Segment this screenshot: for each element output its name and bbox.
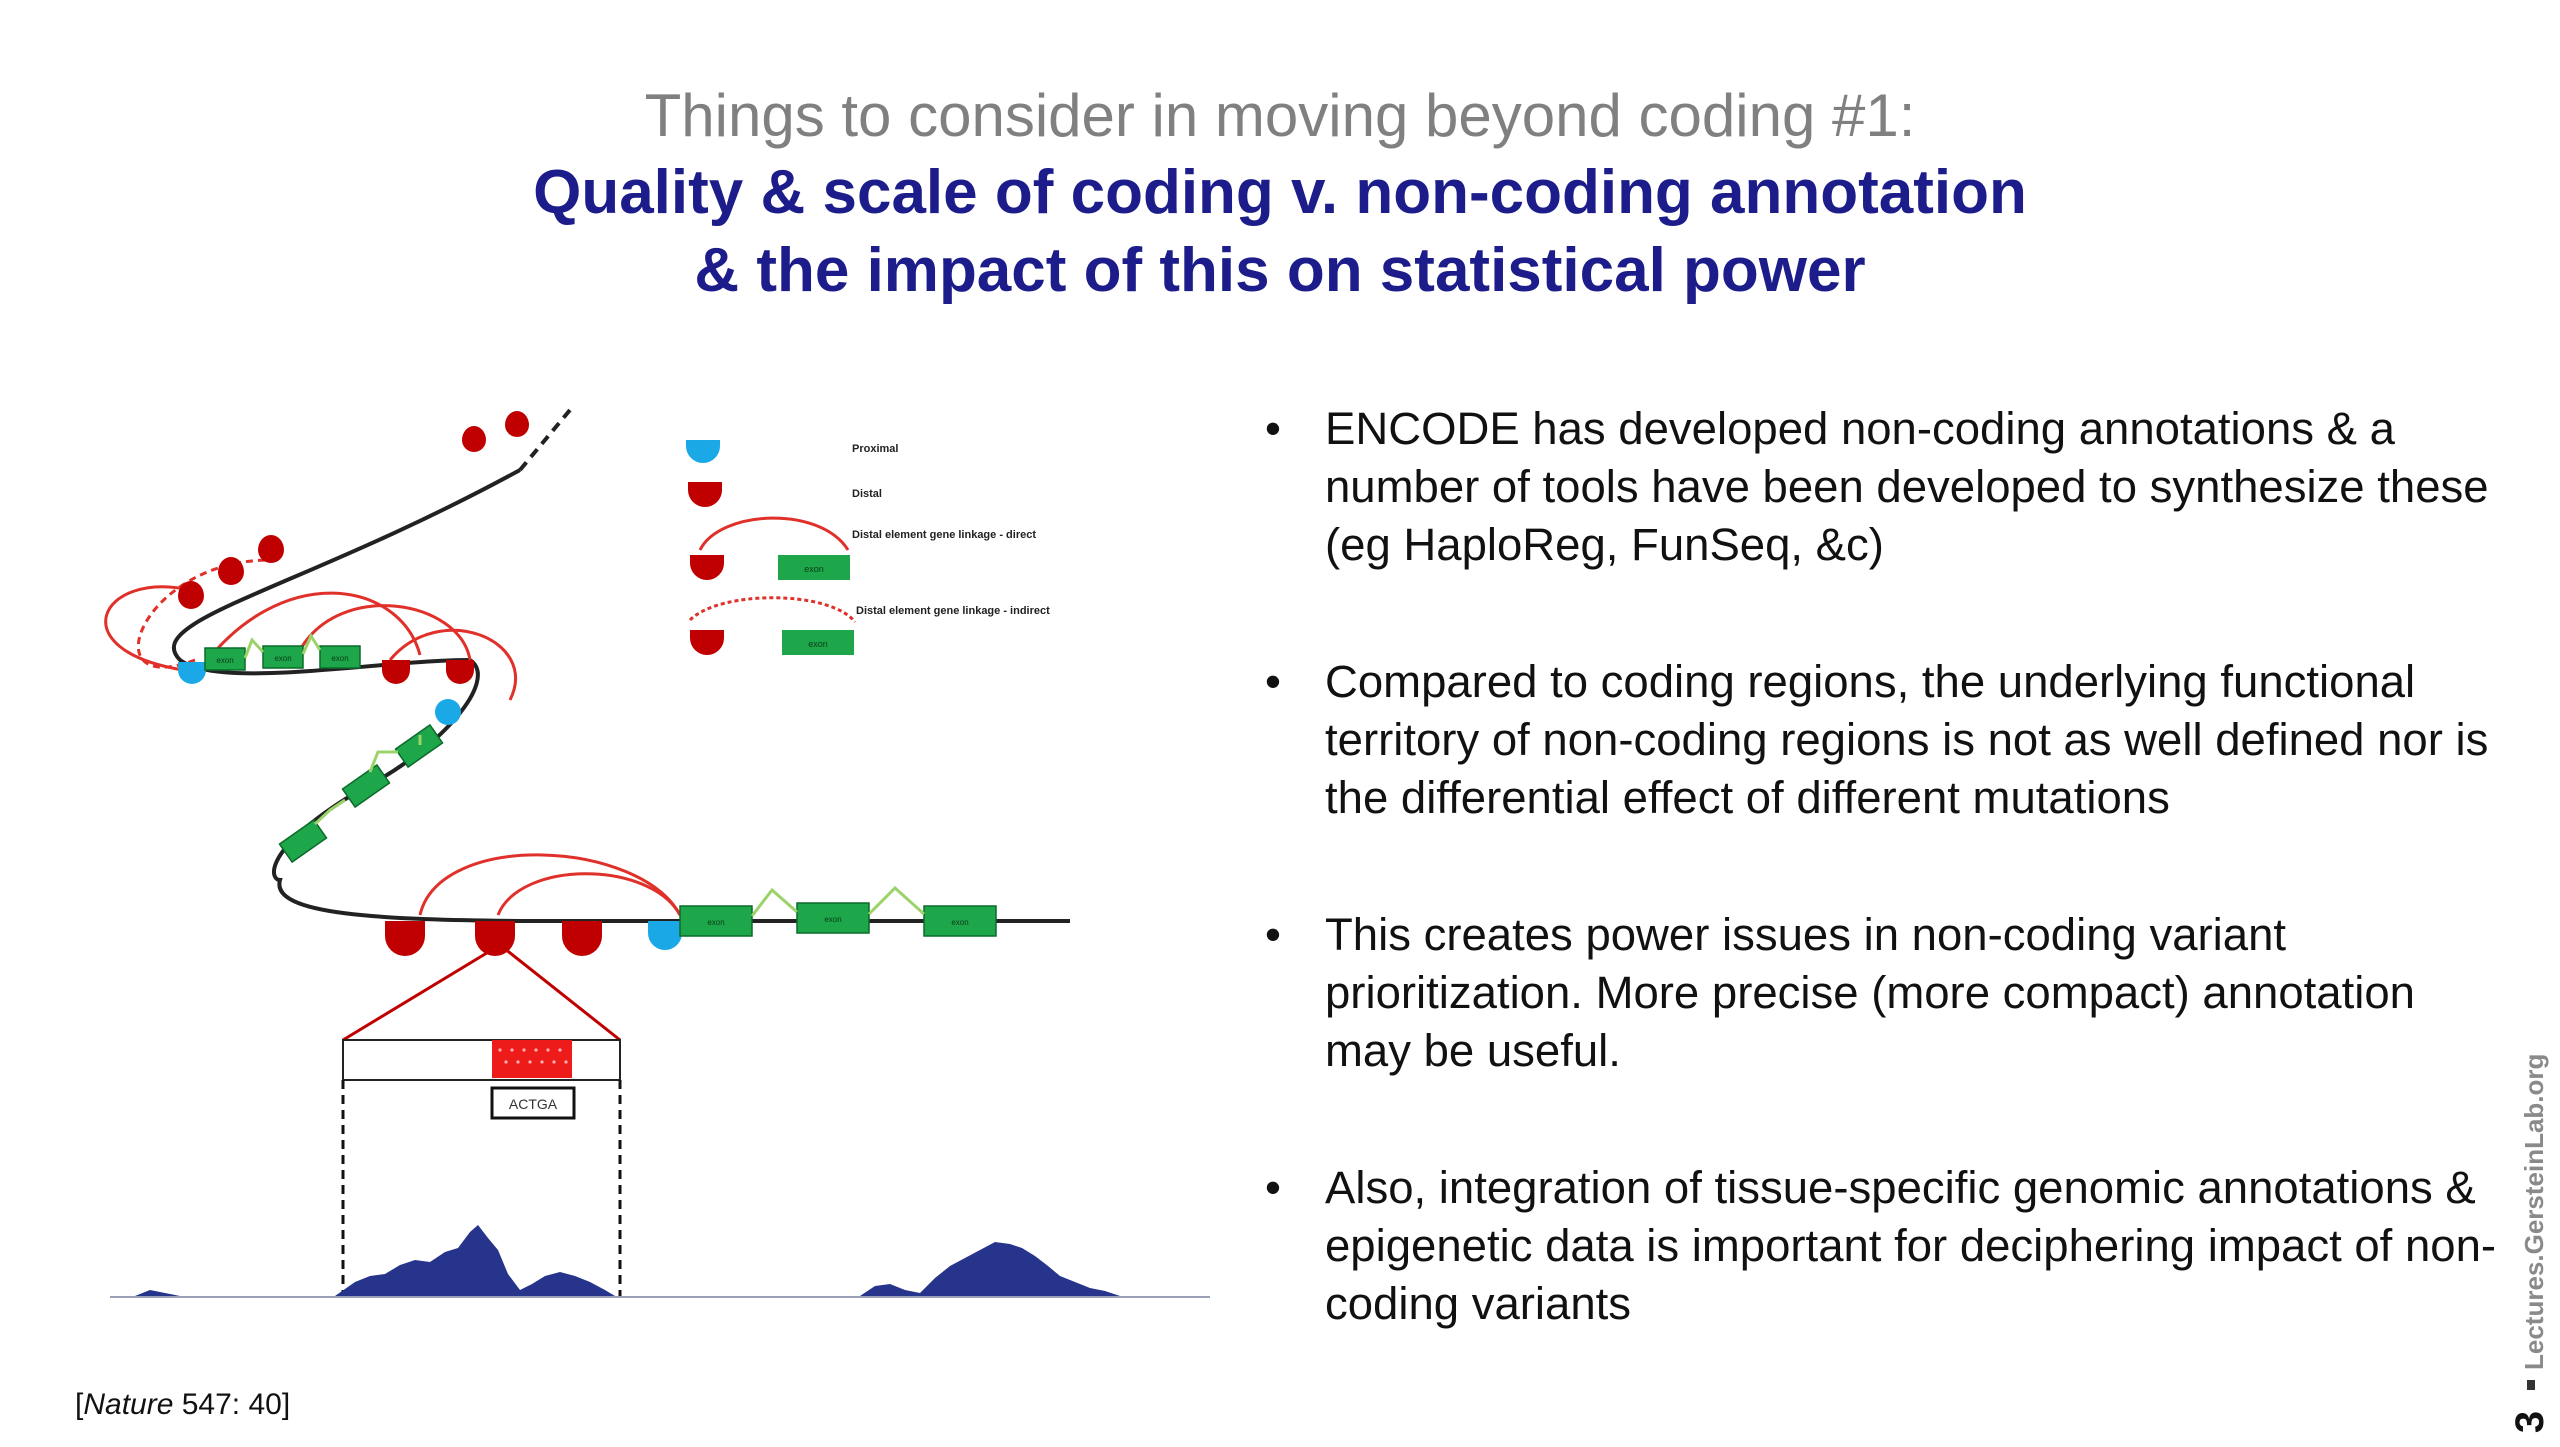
svg-text:exon: exon bbox=[808, 639, 828, 649]
diagram-legend: Proximal Distal exon Distal element gene… bbox=[686, 440, 1050, 655]
introns bbox=[243, 632, 926, 917]
legend-proximal-symbol bbox=[686, 440, 720, 463]
bullet-text: ENCODE has developed non-coding annotati… bbox=[1325, 403, 2489, 570]
exons bbox=[204, 645, 997, 937]
title-line-2: Quality & scale of coding v. non-coding … bbox=[533, 158, 2027, 227]
legend-distal-symbol bbox=[688, 482, 722, 507]
legend-distal-label: Distal bbox=[852, 488, 882, 500]
svg-text:exon: exon bbox=[274, 654, 291, 663]
bullet-item-4: • Also, integration of tissue-specific ge… bbox=[1265, 1159, 2505, 1333]
linkage-arcs bbox=[104, 558, 682, 916]
citation-journal: Nature bbox=[83, 1388, 174, 1421]
bullet-text: This creates power issues in non-coding … bbox=[1325, 909, 2415, 1076]
legend-direct-label: Distal element gene linkage - direct bbox=[852, 529, 1036, 541]
title-line-3: & the impact of this on statistical powe… bbox=[694, 236, 1866, 305]
bullet-item-2: • Compared to coding regions, the underly… bbox=[1265, 653, 2505, 827]
bullet-text: Also, integration of tissue-specific gen… bbox=[1325, 1162, 2497, 1329]
sidebar-url: Lectures.GersteinLab.org bbox=[2519, 1053, 2549, 1370]
chromatin-fiber-dashed bbox=[518, 408, 572, 472]
svg-text:exon: exon bbox=[824, 915, 841, 924]
svg-text:exon: exon bbox=[331, 654, 348, 663]
distal-elements bbox=[178, 411, 602, 956]
sidebar-divider bbox=[2527, 1380, 2535, 1390]
bullet-text: Compared to coding regions, the underlyi… bbox=[1325, 656, 2489, 823]
bullet-marker: • bbox=[1265, 1162, 1281, 1213]
signal-track bbox=[110, 1225, 1210, 1298]
chromatin-fiber bbox=[171, 468, 1070, 923]
bullet-item-1: • ENCODE has developed non-coding annotat… bbox=[1265, 400, 2505, 574]
bullet-list: • ENCODE has developed non-coding annotat… bbox=[1265, 400, 2505, 1412]
svg-text:exon: exon bbox=[216, 656, 233, 665]
svg-text:exon: exon bbox=[707, 918, 724, 927]
bullet-item-3: • This creates power issues in non-coding… bbox=[1265, 906, 2505, 1080]
title-line-1: Things to consider in moving beyond codi… bbox=[644, 82, 1916, 149]
svg-text:exon: exon bbox=[951, 918, 968, 927]
legend-indirect-label: Distal element gene linkage - indirect bbox=[856, 605, 1050, 617]
citation: [Nature 547: 40] bbox=[75, 1388, 291, 1421]
svg-text:exon: exon bbox=[804, 564, 824, 574]
proximal-elements bbox=[178, 662, 682, 950]
legend-proximal-label: Proximal bbox=[852, 443, 898, 455]
bullet-marker: • bbox=[1265, 909, 1281, 960]
zoom-region: ACTGA bbox=[341, 943, 622, 1296]
exon-labels: exon exon exon exon exon exon bbox=[216, 654, 968, 927]
slide-title: Things to consider in moving beyond codi… bbox=[0, 78, 2560, 310]
bullet-marker: • bbox=[1265, 656, 1281, 707]
genome-annotation-diagram: exon exon exon exon exon exon ACTGA bbox=[104, 408, 1210, 1298]
bullet-marker: • bbox=[1265, 403, 1281, 454]
sequence-label: ACTGA bbox=[509, 1096, 558, 1112]
slide-sidebar: Lectures.GersteinLab.org 3 bbox=[2505, 1040, 2555, 1440]
